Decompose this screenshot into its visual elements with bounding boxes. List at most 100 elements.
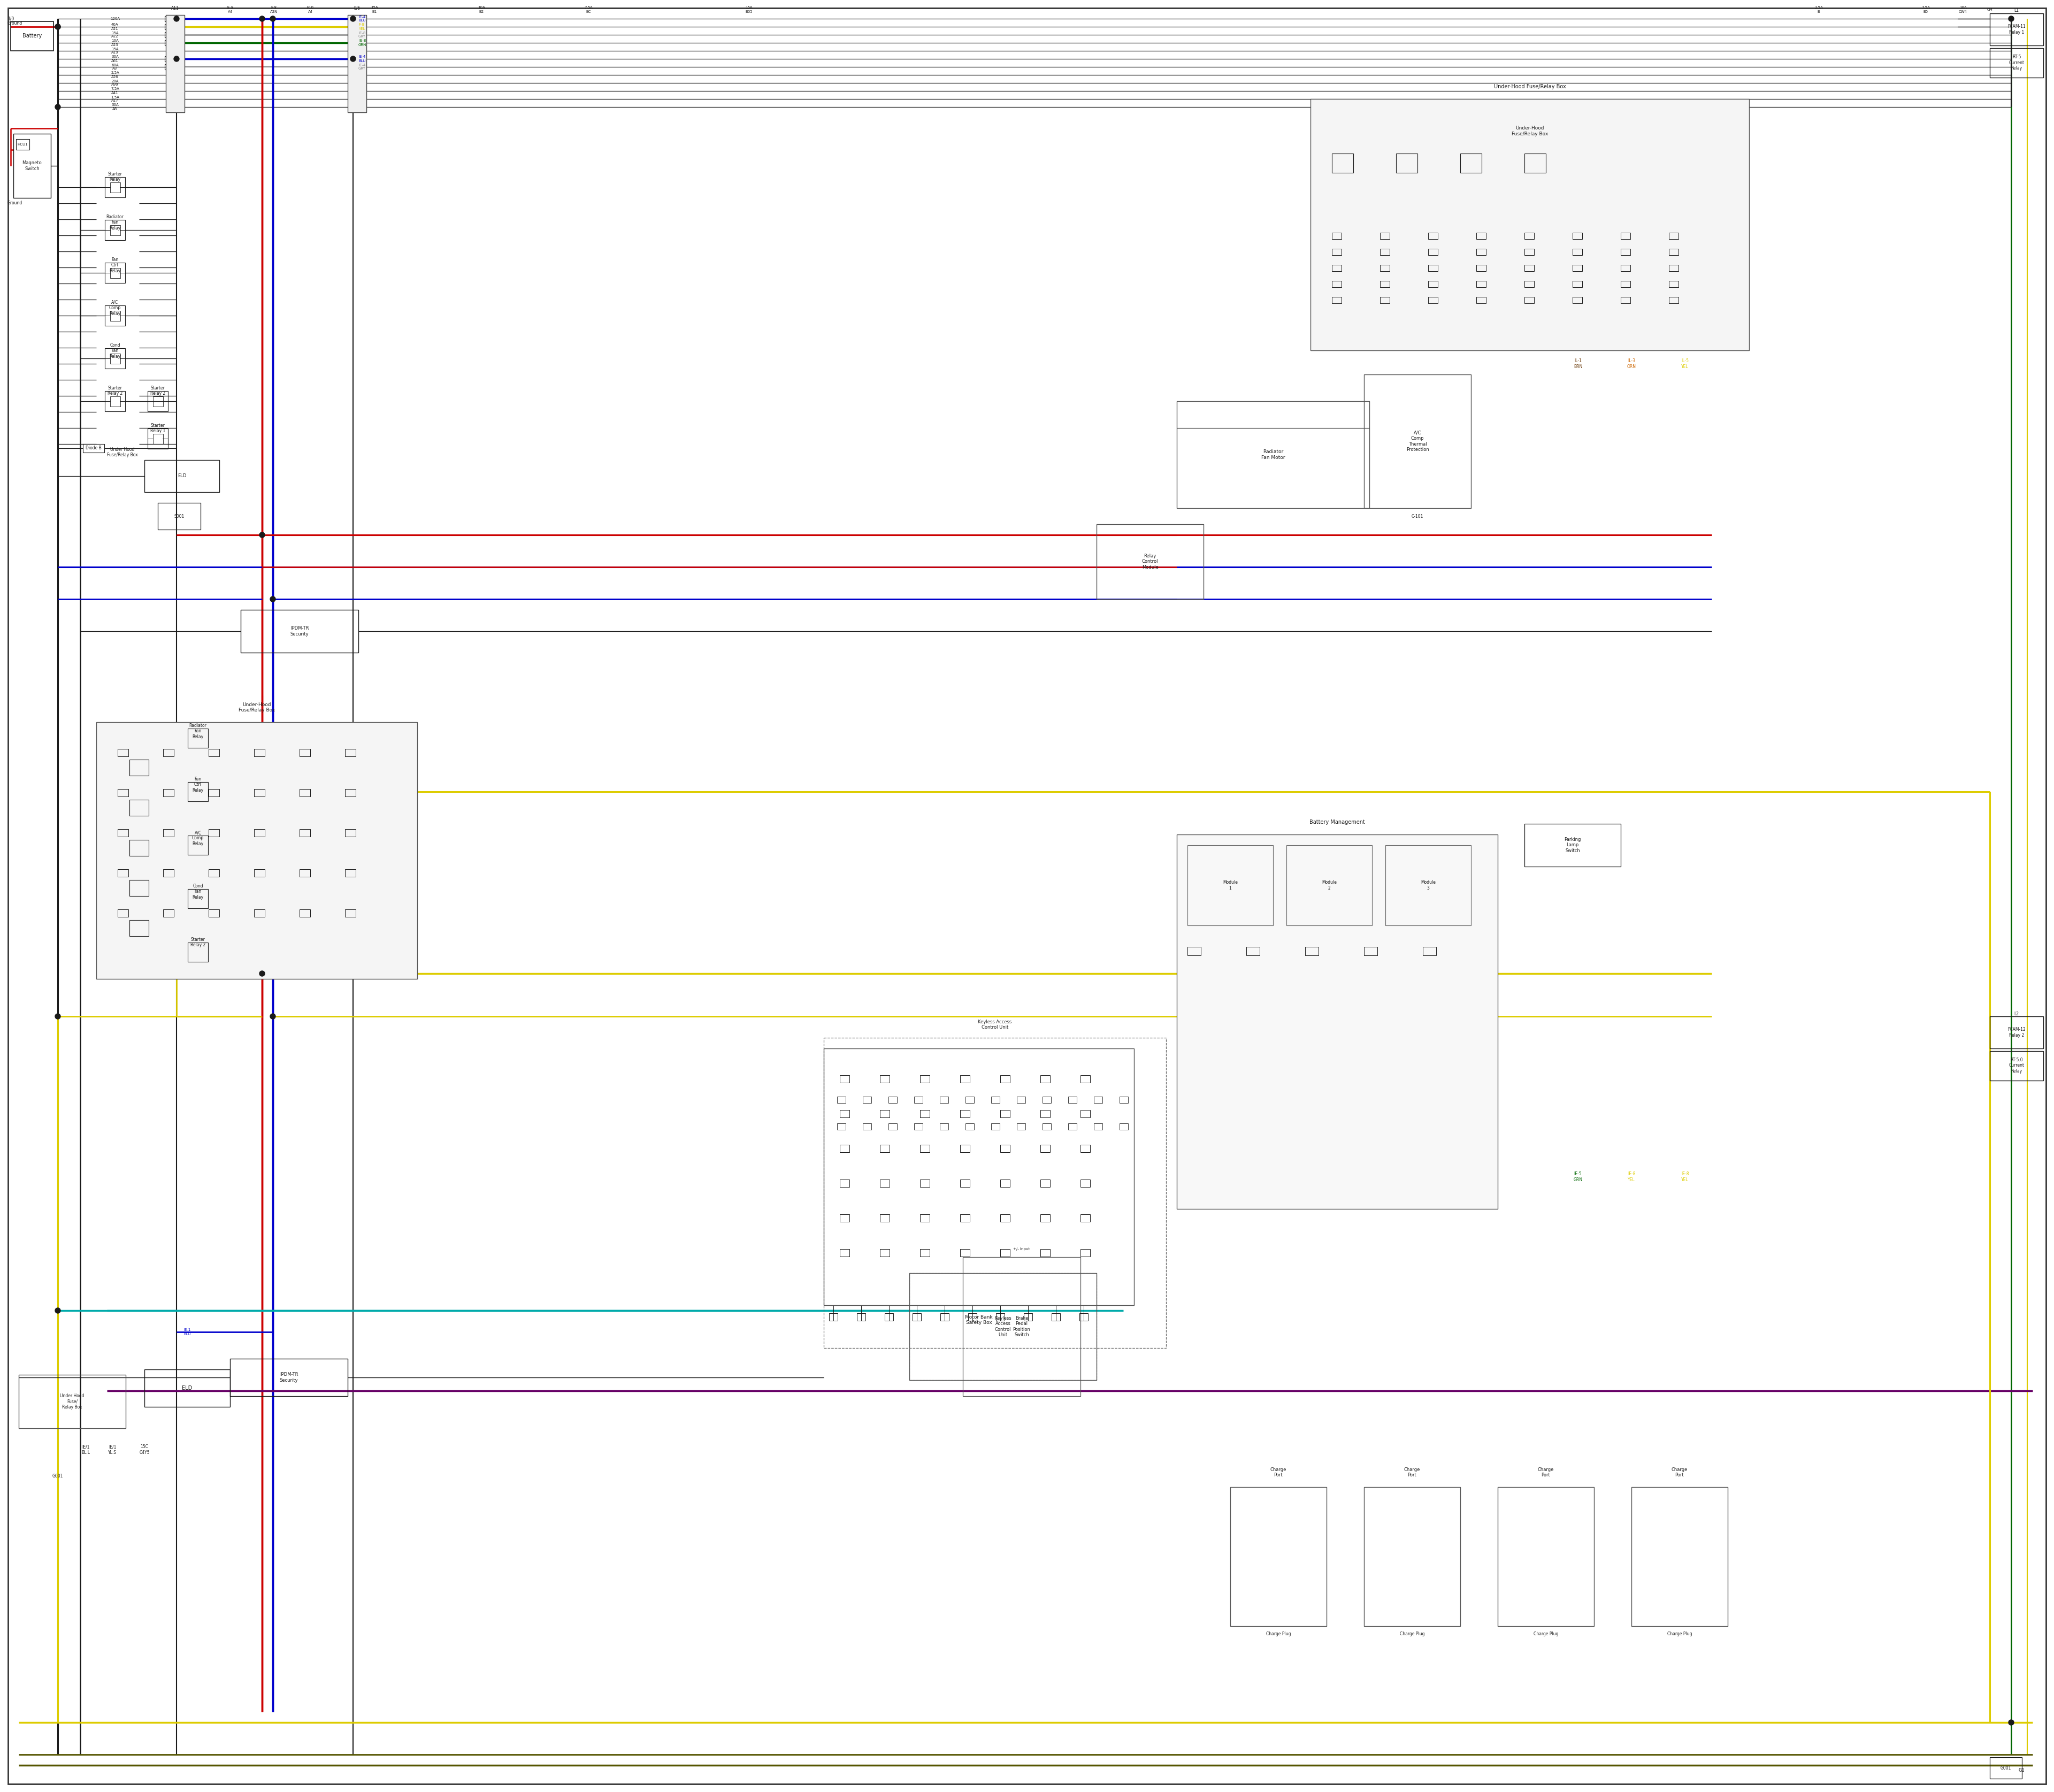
Bar: [1621, 297, 1631, 303]
Text: Starter
Relay 2: Starter Relay 2: [150, 385, 166, 396]
Bar: [1460, 154, 1481, 172]
Text: 15A
B05: 15A B05: [746, 5, 752, 13]
Bar: [1080, 1075, 1091, 1082]
Bar: [129, 799, 148, 815]
Bar: [1041, 1075, 1050, 1082]
Text: Module
2: Module 2: [1323, 880, 1337, 891]
Text: Radiator
Fan
Relay: Radiator Fan Relay: [189, 724, 207, 738]
Text: IE-8
A4: IE-8 A4: [226, 5, 234, 13]
Circle shape: [259, 971, 265, 977]
Bar: [1380, 249, 1391, 254]
Bar: [965, 1124, 974, 1129]
Text: 20A
A99: 20A A99: [111, 79, 119, 86]
Text: Relay
Control
Module: Relay Control Module: [1142, 554, 1158, 570]
Bar: [134, 805, 144, 812]
Text: G1: G1: [2019, 1769, 2025, 1772]
Bar: [941, 1097, 949, 1104]
Bar: [1621, 249, 1631, 254]
Bar: [1423, 946, 1436, 955]
Bar: [164, 32, 175, 38]
Text: E/5: E/5: [353, 5, 359, 11]
Bar: [959, 1179, 969, 1186]
Bar: [193, 733, 203, 744]
Circle shape: [175, 56, 179, 61]
Text: G001: G001: [51, 1475, 64, 1478]
Text: Cond
Fan
Relay: Cond Fan Relay: [193, 883, 203, 900]
Bar: [1080, 1145, 1091, 1152]
Text: A/C
Comp
Relay: A/C Comp Relay: [191, 830, 203, 846]
Bar: [1668, 297, 1678, 303]
Bar: [1428, 249, 1438, 254]
Bar: [162, 830, 175, 837]
Bar: [1668, 265, 1678, 271]
Bar: [1177, 835, 1497, 1210]
Bar: [129, 840, 148, 857]
Bar: [889, 1097, 898, 1104]
Bar: [255, 830, 265, 837]
Text: Charge Plug: Charge Plug: [1668, 1631, 1692, 1636]
Bar: [187, 729, 207, 747]
Bar: [1000, 1145, 1011, 1152]
Bar: [210, 830, 220, 837]
Bar: [148, 428, 168, 448]
Bar: [1621, 281, 1631, 287]
Text: 15A
A22: 15A A22: [111, 30, 119, 38]
Bar: [912, 1314, 920, 1321]
Text: IE-1
BLU: IE-1 BLU: [183, 1328, 191, 1335]
Bar: [840, 1249, 850, 1256]
Bar: [111, 269, 121, 278]
Bar: [1080, 1249, 1091, 1256]
Text: ELD: ELD: [183, 1385, 193, 1391]
Bar: [1331, 154, 1354, 172]
Bar: [117, 869, 127, 876]
Bar: [889, 1124, 898, 1129]
Text: Diode B: Diode B: [86, 446, 101, 450]
Text: Starter
Relay 2: Starter Relay 2: [191, 937, 205, 948]
Bar: [1337, 158, 1347, 168]
Text: Starter
Relay 2: Starter Relay 2: [107, 385, 123, 396]
Bar: [129, 880, 148, 896]
Bar: [1247, 946, 1259, 955]
Bar: [1187, 946, 1202, 955]
Bar: [1380, 297, 1391, 303]
Bar: [838, 1124, 846, 1129]
Bar: [187, 943, 207, 962]
Circle shape: [351, 56, 355, 61]
Bar: [255, 749, 265, 756]
Bar: [300, 869, 310, 876]
Bar: [1364, 1487, 1460, 1625]
Circle shape: [55, 104, 60, 109]
Bar: [1095, 1097, 1103, 1104]
Text: IL-1
BRN: IL-1 BRN: [1573, 358, 1582, 369]
Bar: [152, 396, 162, 407]
Bar: [345, 869, 355, 876]
Bar: [166, 14, 185, 113]
Circle shape: [55, 23, 60, 29]
Bar: [1000, 1215, 1011, 1222]
Bar: [1477, 249, 1485, 254]
Bar: [152, 434, 162, 444]
Text: Charge Plug: Charge Plug: [1399, 1631, 1425, 1636]
Bar: [1990, 13, 2044, 45]
Text: FCAM-12
Relay 2: FCAM-12 Relay 2: [2007, 1027, 2025, 1038]
Bar: [1068, 1097, 1076, 1104]
Text: Radiator
Fan
Relay: Radiator Fan Relay: [107, 215, 123, 231]
Bar: [162, 788, 175, 796]
Text: IE-8
YEL: IE-8 YEL: [1627, 1172, 1635, 1183]
Text: IE/1
YL.S: IE/1 YL.S: [109, 1444, 117, 1455]
Bar: [920, 1179, 930, 1186]
Bar: [117, 830, 127, 837]
Text: HCU1: HCU1: [16, 143, 27, 145]
Bar: [105, 348, 125, 369]
Bar: [1000, 1249, 1011, 1256]
Text: Ground: Ground: [8, 22, 23, 25]
Bar: [1017, 1124, 1025, 1129]
Bar: [105, 305, 125, 326]
Bar: [351, 56, 359, 61]
Bar: [1331, 249, 1341, 254]
Circle shape: [271, 16, 275, 22]
Bar: [1573, 281, 1582, 287]
Bar: [351, 23, 359, 29]
Text: C-101: C-101: [1411, 514, 1423, 518]
Bar: [193, 840, 203, 849]
